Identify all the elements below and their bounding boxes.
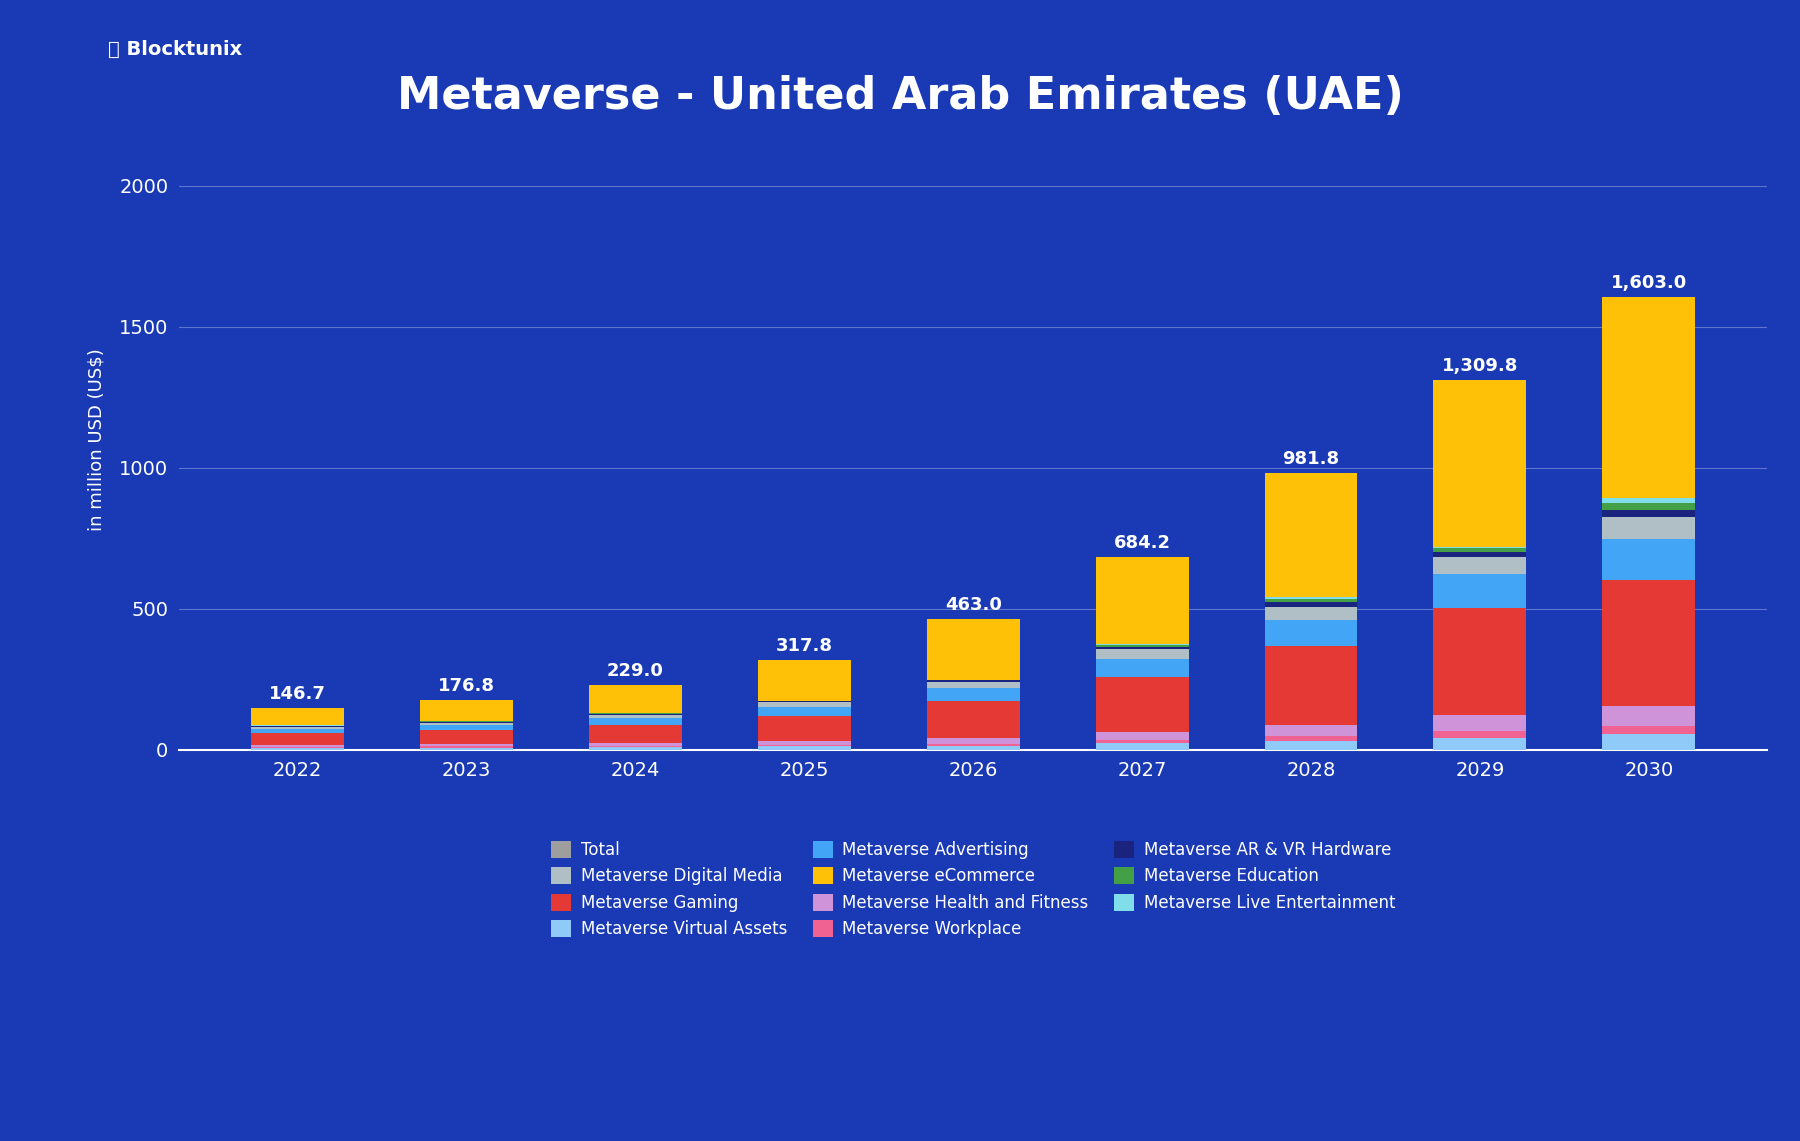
Bar [1433,380,1526,547]
Bar [589,714,682,718]
Bar [927,688,1019,702]
Bar [252,729,344,734]
Bar [1265,646,1357,725]
Bar [252,745,344,746]
Bar [1265,725,1357,736]
Bar [1433,552,1526,557]
Bar [927,745,1019,750]
Bar [1602,734,1696,750]
Bar [1096,677,1188,733]
Bar [758,706,851,715]
Bar [419,730,513,744]
Bar [1433,557,1526,574]
Bar [419,747,513,750]
Bar [1096,645,1188,647]
Bar [1602,518,1696,539]
Bar [1602,298,1696,497]
Bar [927,744,1019,745]
Bar [419,744,513,746]
Bar [1096,644,1188,645]
Bar [1602,580,1696,706]
Bar [758,715,851,742]
Bar [927,680,1019,682]
Bar [1433,574,1526,608]
Bar [419,699,513,721]
Legend: Total, Metaverse Digital Media, Metaverse Gaming, Metaverse Virtual Assets, Meta: Total, Metaverse Digital Media, Metavers… [544,833,1404,947]
Bar [252,709,344,726]
Bar [419,722,513,726]
Bar [1602,497,1696,503]
Bar [927,620,1019,680]
Bar [758,746,851,750]
Bar [927,738,1019,744]
Bar [758,702,851,706]
Bar [1096,557,1188,644]
Bar [1096,649,1188,658]
Bar [758,742,851,745]
Bar [758,745,851,746]
Text: 176.8: 176.8 [437,677,495,695]
Bar [589,743,682,746]
Bar [252,747,344,750]
Bar [589,725,682,743]
Bar [252,734,344,745]
Bar [1096,741,1188,744]
Text: Metaverse - United Arab Emirates (UAE): Metaverse - United Arab Emirates (UAE) [396,75,1404,119]
Bar [1602,510,1696,518]
Bar [1265,472,1357,597]
Bar [1265,607,1357,621]
Bar [1433,548,1526,552]
Bar [1265,599,1357,602]
Bar [589,747,682,750]
Bar [419,746,513,747]
Bar [1096,647,1188,649]
Text: 1,309.8: 1,309.8 [1442,357,1517,375]
Bar [1602,706,1696,726]
Text: 229.0: 229.0 [607,662,664,680]
Bar [1096,744,1188,750]
Bar [1602,503,1696,510]
Bar [1602,539,1696,580]
Bar [1433,731,1526,738]
Text: 1,603.0: 1,603.0 [1611,274,1687,292]
Bar [1265,621,1357,646]
Bar [1265,742,1357,750]
Bar [1433,738,1526,750]
Bar [1265,736,1357,742]
Text: 463.0: 463.0 [945,596,1001,614]
Bar [419,726,513,730]
Bar [1265,597,1357,599]
Bar [1433,715,1526,731]
Text: 317.8: 317.8 [776,637,833,655]
Bar [1265,602,1357,607]
Bar [1433,608,1526,715]
Bar [927,702,1019,738]
Bar [252,727,344,729]
Bar [589,718,682,725]
Y-axis label: in million USD (US$): in million USD (US$) [86,348,104,531]
Bar [1433,547,1526,548]
Bar [1602,726,1696,734]
Bar [927,682,1019,688]
Text: 684.2: 684.2 [1114,534,1170,551]
Text: 🟦 Blocktunix: 🟦 Blocktunix [108,40,243,59]
Text: 146.7: 146.7 [270,685,326,703]
Bar [758,659,851,701]
Bar [1096,733,1188,741]
Text: 981.8: 981.8 [1282,450,1339,468]
Bar [1096,658,1188,677]
Bar [589,685,682,713]
